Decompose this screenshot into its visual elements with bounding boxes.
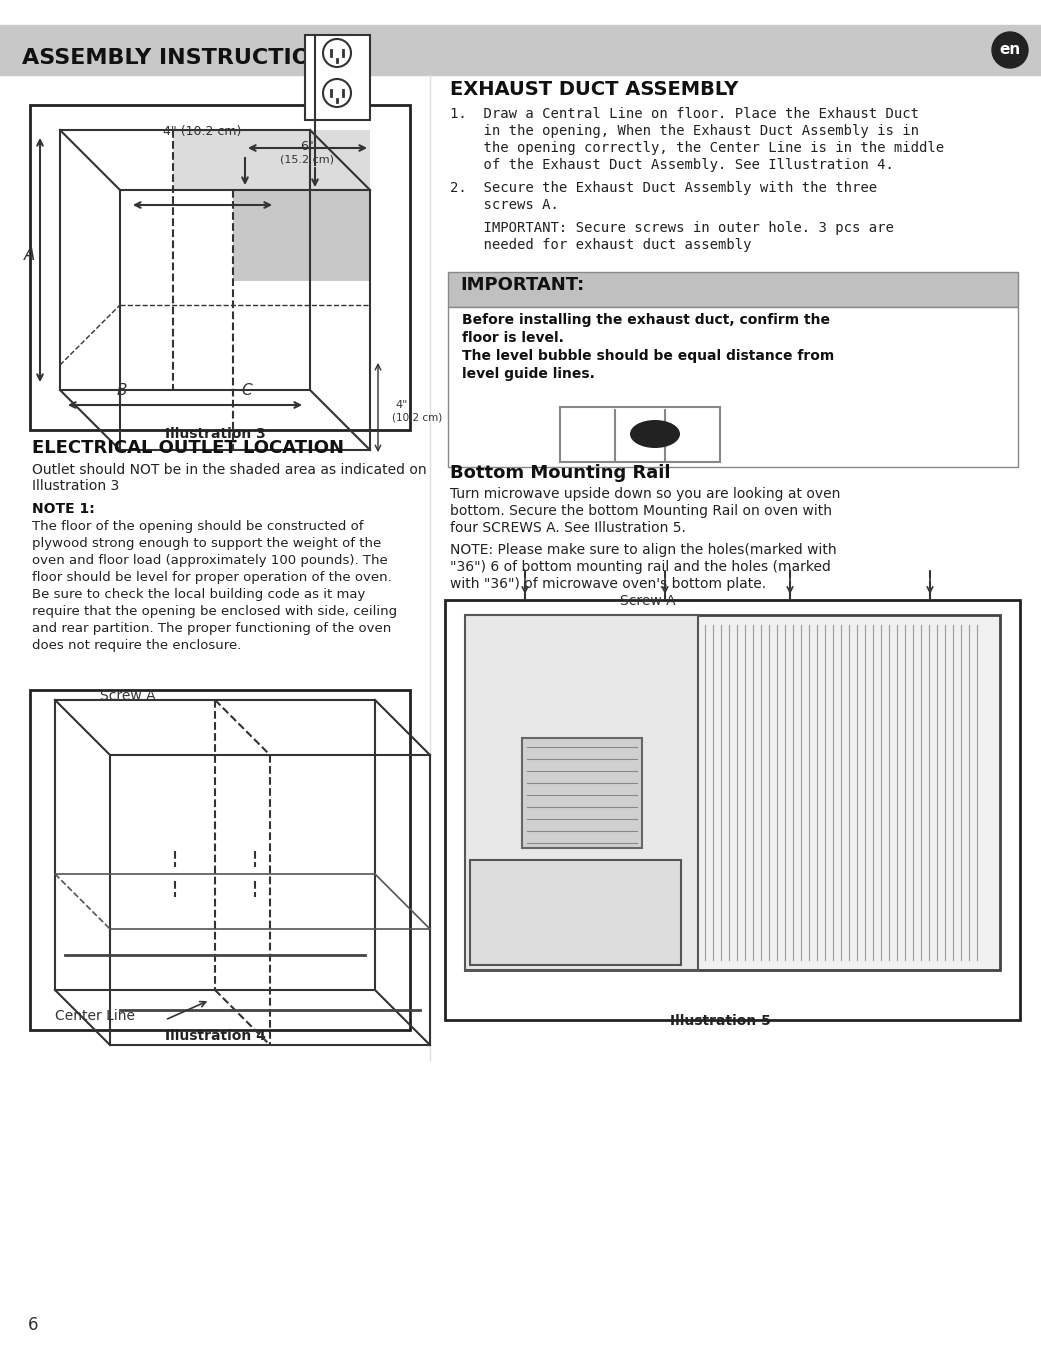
Bar — [522, 738, 641, 848]
Bar — [445, 599, 1020, 1021]
Text: Illustration 5: Illustration 5 — [669, 1014, 770, 1027]
Text: the opening correctly, the Center Line is in the middle: the opening correctly, the Center Line i… — [450, 140, 944, 155]
Bar — [30, 690, 410, 1030]
Bar — [465, 616, 1000, 971]
Text: require that the opening be enclosed with side, ceiling: require that the opening be enclosed wit… — [32, 605, 397, 618]
Polygon shape — [232, 190, 370, 281]
Text: Outlet should NOT be in the shaded area as indicated on: Outlet should NOT be in the shaded area … — [32, 463, 427, 477]
Text: "36") 6 of bottom mounting rail and the holes (marked: "36") 6 of bottom mounting rail and the … — [450, 560, 831, 574]
Text: and rear partition. The proper functioning of the oven: and rear partition. The proper functioni… — [32, 622, 391, 634]
Text: The level bubble should be equal distance from: The level bubble should be equal distanc… — [462, 350, 834, 363]
Polygon shape — [173, 130, 370, 190]
Text: en: en — [999, 42, 1020, 58]
Text: Illustration 3: Illustration 3 — [164, 427, 265, 441]
Ellipse shape — [630, 420, 680, 448]
Text: floor should be level for proper operation of the oven.: floor should be level for proper operati… — [32, 571, 391, 585]
Text: (10.2 cm): (10.2 cm) — [392, 412, 442, 423]
Bar — [448, 306, 1018, 467]
Text: 6: 6 — [28, 1316, 39, 1334]
Text: screws A.: screws A. — [450, 198, 559, 212]
Text: oven and floor load (approximately 100 pounds). The: oven and floor load (approximately 100 p… — [32, 554, 387, 567]
Text: 6": 6" — [300, 140, 314, 153]
Text: The floor of the opening should be constructed of: The floor of the opening should be const… — [32, 520, 363, 533]
Bar — [305, 35, 370, 120]
Text: A: A — [24, 246, 35, 265]
Text: does not require the enclosure.: does not require the enclosure. — [32, 639, 242, 652]
Text: NOTE 1:: NOTE 1: — [32, 502, 95, 516]
Text: Screw A: Screw A — [100, 688, 155, 703]
Text: Center Line: Center Line — [55, 1008, 135, 1023]
Text: B: B — [117, 383, 127, 398]
Circle shape — [992, 32, 1029, 68]
Text: plywood strong enough to support the weight of the: plywood strong enough to support the wei… — [32, 537, 381, 549]
Bar — [0, 26, 1041, 76]
Bar — [448, 271, 1018, 306]
Text: bottom. Secure the bottom Mounting Rail on oven with: bottom. Secure the bottom Mounting Rail … — [450, 504, 832, 518]
Text: EXHAUST DUCT ASSEMBLY: EXHAUST DUCT ASSEMBLY — [450, 80, 738, 99]
Text: Bottom Mounting Rail: Bottom Mounting Rail — [450, 464, 670, 482]
Text: in the opening, When the Exhaust Duct Assembly is in: in the opening, When the Exhaust Duct As… — [450, 124, 919, 138]
Bar — [465, 616, 699, 971]
Text: 4": 4" — [395, 400, 407, 410]
Text: IMPORTANT:: IMPORTANT: — [460, 275, 584, 294]
Bar — [560, 406, 720, 462]
Text: Be sure to check the local building code as it may: Be sure to check the local building code… — [32, 589, 365, 601]
Bar — [30, 105, 410, 431]
Text: Illustration 3: Illustration 3 — [32, 479, 120, 493]
Text: ASSEMBLY INSTRUCTIONS: ASSEMBLY INSTRUCTIONS — [22, 49, 346, 68]
Text: of the Exhaust Duct Assembly. See Illustration 4.: of the Exhaust Duct Assembly. See Illust… — [450, 158, 894, 171]
Text: C: C — [242, 383, 252, 398]
Text: (15.2 cm): (15.2 cm) — [280, 154, 334, 163]
Text: needed for exhaust duct assembly: needed for exhaust duct assembly — [450, 238, 752, 252]
Text: 2.  Secure the Exhaust Duct Assembly with the three: 2. Secure the Exhaust Duct Assembly with… — [450, 181, 878, 194]
Text: level guide lines.: level guide lines. — [462, 367, 594, 381]
Text: 4" (10.2 cm): 4" (10.2 cm) — [162, 126, 242, 138]
Text: ELECTRICAL OUTLET LOCATION: ELECTRICAL OUTLET LOCATION — [32, 439, 344, 458]
Text: Turn microwave upside down so you are looking at oven: Turn microwave upside down so you are lo… — [450, 487, 840, 501]
Text: IMPORTANT: Secure screws in outer hole. 3 pcs are: IMPORTANT: Secure screws in outer hole. … — [450, 221, 894, 235]
Bar — [469, 860, 681, 965]
Text: Before installing the exhaust duct, confirm the: Before installing the exhaust duct, conf… — [462, 313, 830, 327]
Text: NOTE: Please make sure to align the holes(marked with: NOTE: Please make sure to align the hole… — [450, 543, 837, 558]
Text: with "36") of microwave oven's bottom plate.: with "36") of microwave oven's bottom pl… — [450, 576, 766, 591]
Text: floor is level.: floor is level. — [462, 331, 564, 346]
Text: four SCREWS A. See Illustration 5.: four SCREWS A. See Illustration 5. — [450, 521, 686, 535]
Text: 1.  Draw a Central Line on floor. Place the Exhaust Duct: 1. Draw a Central Line on floor. Place t… — [450, 107, 919, 122]
Text: Illustration 4: Illustration 4 — [164, 1029, 265, 1044]
Text: Screw A: Screw A — [620, 594, 676, 608]
